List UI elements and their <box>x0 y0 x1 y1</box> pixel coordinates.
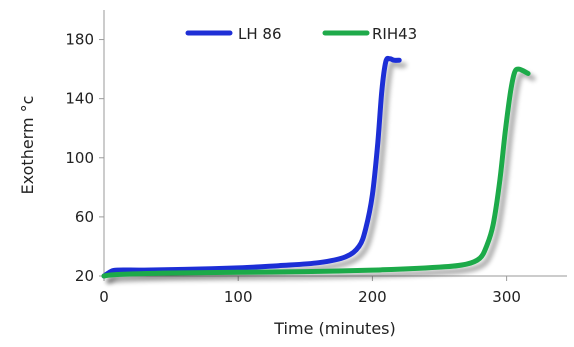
y-ticks: 20 60 100 140 180 <box>65 31 104 285</box>
x-tick-label: 0 <box>99 288 109 306</box>
x-tick-label: 300 <box>492 288 521 306</box>
x-ticks: 0 100 200 300 <box>99 276 521 306</box>
y-tick-label: 140 <box>65 90 94 108</box>
x-axis-label: Time (minutes) <box>273 319 396 338</box>
series-layer <box>101 55 531 279</box>
legend-label-rih43: RIH43 <box>372 25 417 43</box>
y-tick-label: 100 <box>65 149 94 167</box>
legend: LH 86 RIH43 <box>185 25 417 43</box>
x-tick-label: 100 <box>224 288 253 306</box>
series-line-lh86 <box>101 55 402 279</box>
legend-label-lh86: LH 86 <box>238 25 282 43</box>
x-tick-label: 200 <box>358 288 387 306</box>
y-tick-label: 20 <box>75 267 94 285</box>
axes <box>103 10 567 277</box>
series-line-rih43 <box>101 66 531 279</box>
y-axis-label: Exotherm °c <box>18 96 37 195</box>
y-tick-label: 60 <box>75 208 94 226</box>
y-tick-label: 180 <box>65 31 94 49</box>
